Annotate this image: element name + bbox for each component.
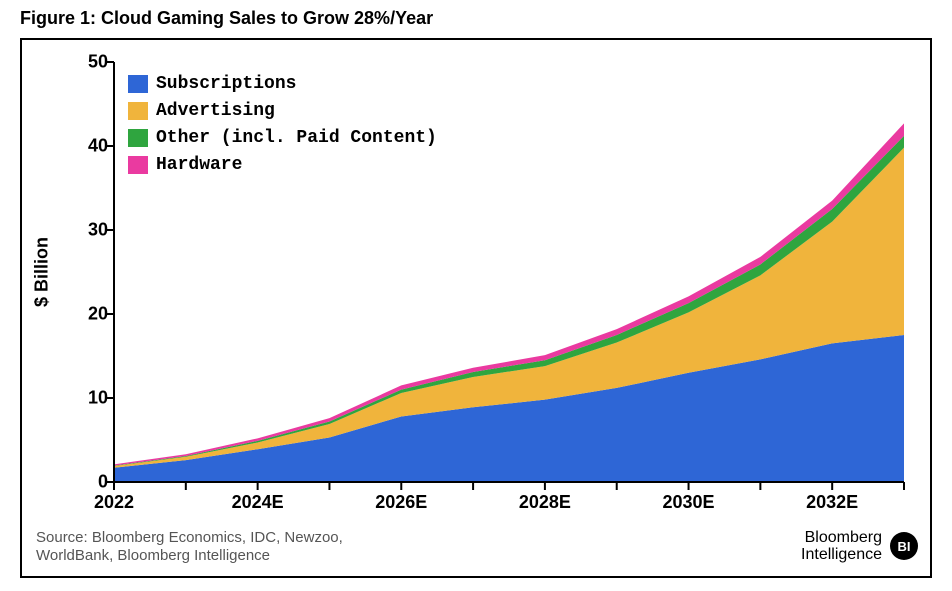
legend-label: Subscriptions	[156, 74, 296, 94]
legend-item: Other (incl. Paid Content)	[128, 124, 437, 151]
y-tick-label: 50	[38, 52, 108, 73]
x-tick-label: 2032E	[806, 492, 858, 513]
y-tick-label: 30	[38, 220, 108, 241]
legend-item: Subscriptions	[128, 70, 437, 97]
legend-swatch-icon	[128, 102, 148, 120]
legend-label: Other (incl. Paid Content)	[156, 128, 437, 148]
x-tick-label: 2026E	[375, 492, 427, 513]
x-tick-label: 2030E	[663, 492, 715, 513]
chart-legend: Subscriptions Advertising Other (incl. Pai…	[128, 70, 437, 178]
legend-item: Advertising	[128, 97, 437, 124]
y-tick-label: 0	[38, 472, 108, 493]
figure-title: Figure 1: Cloud Gaming Sales to Grow 28%…	[0, 0, 952, 35]
source-attribution: Source: Bloomberg Economics, IDC, Newzoo…	[36, 529, 343, 567]
x-tick-label: 2024E	[232, 492, 284, 513]
brand-line2: Intelligence	[801, 546, 882, 564]
chart-frame: $ Billion 0 10 20 30 40 50 2022 2024E 2026E 2028…	[20, 38, 932, 578]
brand-text: Bloomberg Intelligence	[801, 529, 882, 564]
legend-label: Advertising	[156, 101, 275, 121]
legend-swatch-icon	[128, 156, 148, 174]
y-axis-title: $ Billion	[32, 237, 53, 307]
x-tick-label: 2022	[94, 492, 134, 513]
legend-swatch-icon	[128, 75, 148, 93]
legend-label: Hardware	[156, 155, 242, 175]
legend-item: Hardware	[128, 151, 437, 178]
y-tick-label: 20	[38, 304, 108, 325]
brand-badge-icon: BI	[890, 532, 918, 560]
x-tick-label: 2028E	[519, 492, 571, 513]
brand-line1: Bloomberg	[801, 529, 882, 547]
y-tick-label: 10	[38, 388, 108, 409]
brand-block: Bloomberg Intelligence BI	[801, 529, 918, 564]
y-tick-label: 40	[38, 136, 108, 157]
legend-swatch-icon	[128, 129, 148, 147]
